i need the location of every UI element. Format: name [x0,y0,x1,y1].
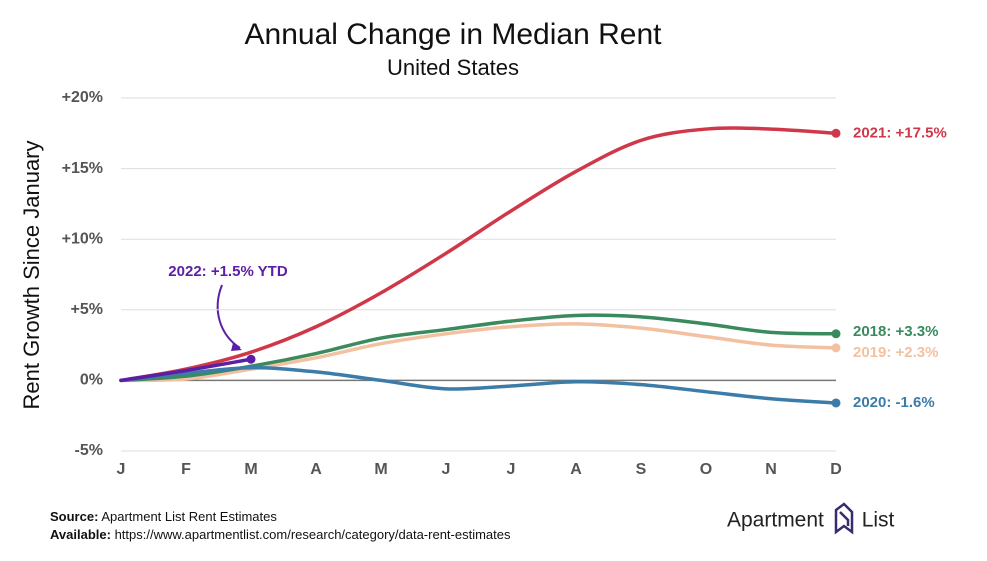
x-tick-label: M [374,461,387,478]
series-line [119,357,253,383]
x-tick-label: N [765,461,777,478]
end-point [246,354,256,364]
series-label: 2022: +1.5% YTD [168,263,288,280]
end-point [831,329,841,339]
series-line [119,126,838,383]
grid [121,97,836,452]
y-axis-title: Rent Growth Since January [19,140,44,409]
chart-title: Annual Change in Median Rent [245,18,663,51]
x-tick-label: A [310,461,322,478]
series-label: 2019: +2.3% [853,344,938,361]
y-tick-label: -5% [75,442,103,459]
available-text: https://www.apartmentlist.com/research/c… [115,527,511,542]
y-tick-label: +20% [62,89,103,106]
series-label: 2018: +3.3% [853,323,938,340]
y-tick-label: 0% [80,372,103,389]
annotation-arrowhead [231,343,242,351]
x-tick-label: O [700,461,712,478]
end-point [831,398,841,408]
x-tick-label: M [244,461,257,478]
series-label: 2021: +17.5% [853,124,947,141]
logo: Apartment List [727,509,895,532]
y-tick-label: +10% [62,230,103,247]
x-tick-label: D [830,461,842,478]
source-text: Apartment List Rent Estimates [101,509,277,524]
series-label: 2020: -1.6% [853,394,935,411]
annotation-arrow [216,284,241,349]
x-tick-label: S [636,461,647,478]
y-tick-label: +15% [62,160,103,177]
y-tick-label: +5% [71,301,103,318]
x-tick-label: F [181,461,191,478]
chart-subtitle: United States [387,55,519,80]
x-tick-label: J [507,461,516,478]
logo-icon [834,502,854,535]
series-line [119,365,838,405]
end-point [831,343,841,353]
end-point [831,128,841,138]
available-label: Available: [50,527,111,542]
available: Available: https://www.apartmentlist.com… [50,527,511,542]
source: Source: Apartment List Rent Estimates [50,509,277,524]
source-label: Source: [50,509,98,524]
x-tick-label: A [570,461,582,478]
x-tick-label: J [117,461,126,478]
x-tick-label: J [442,461,451,478]
series-line [119,322,838,383]
